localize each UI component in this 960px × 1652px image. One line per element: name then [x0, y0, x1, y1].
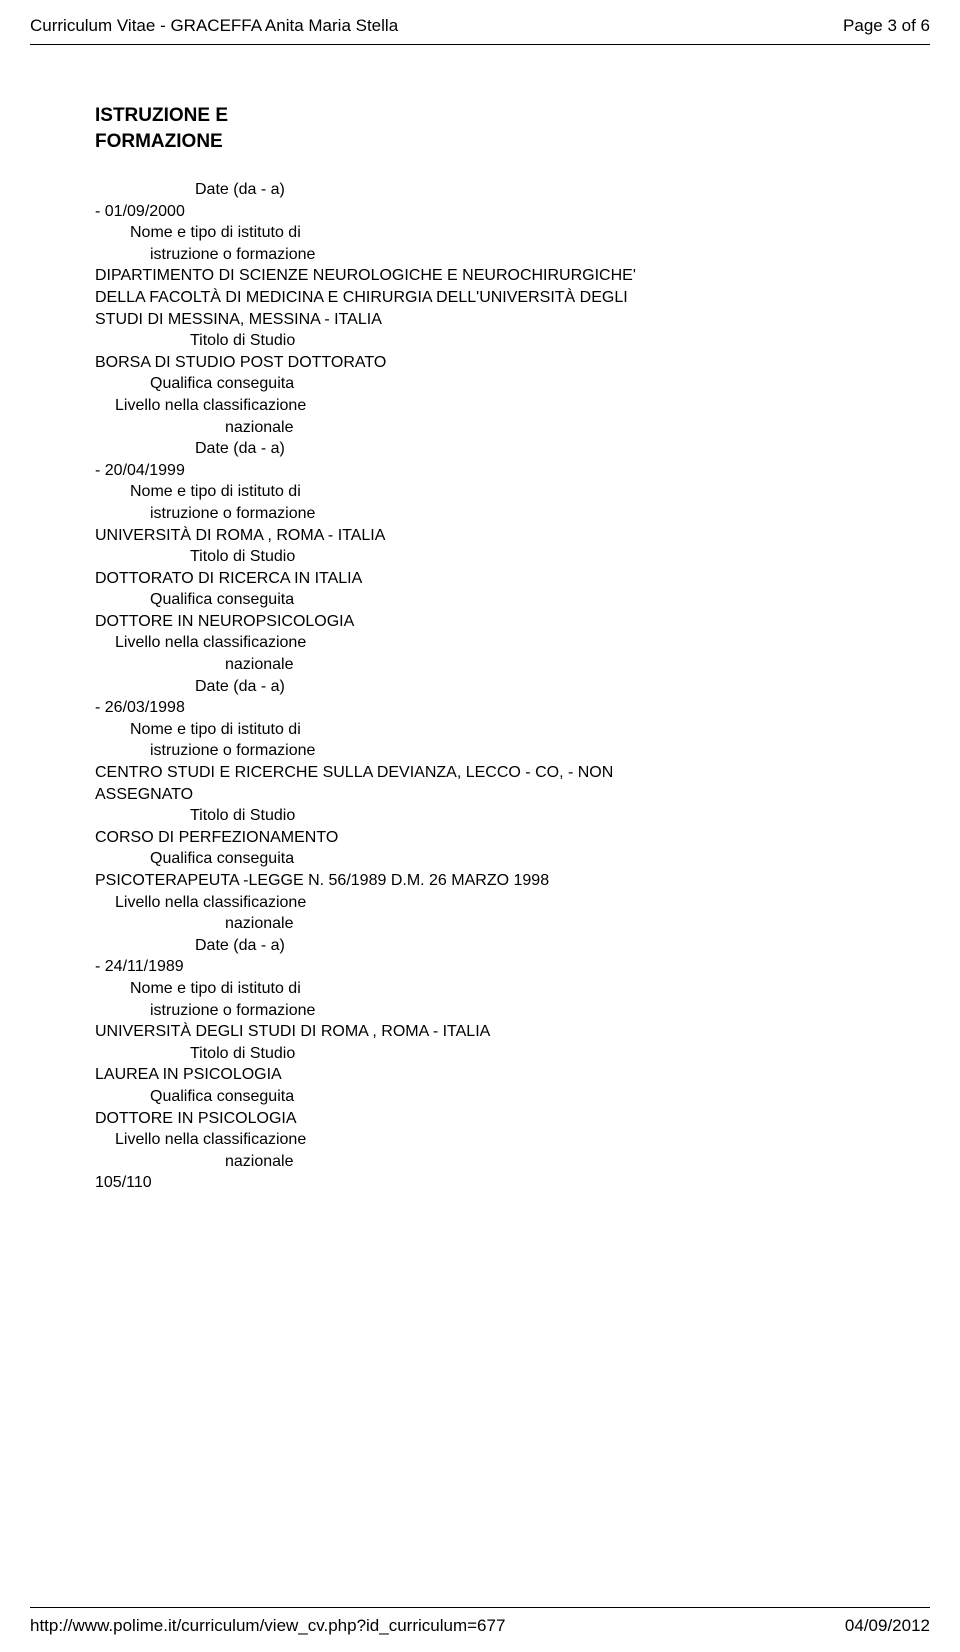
date-label-2: Date (da - a)	[95, 438, 865, 460]
footer-date: 04/09/2012	[845, 1616, 930, 1636]
titolo-label-2: Titolo di Studio	[95, 546, 865, 568]
footer-divider	[30, 1607, 930, 1608]
nazionale-label-3: nazionale	[95, 913, 865, 935]
qualifica-label-3: Qualifica conseguita	[95, 848, 865, 870]
header-page-number: Page 3 of 6	[843, 16, 930, 36]
institution-line2: DELLA FACOLTÀ DI MEDICINA E CHIRURGIA DE…	[95, 287, 865, 309]
livello-label-2: Livello nella classificazione	[95, 632, 865, 654]
institution-4: UNIVERSITÀ DEGLI STUDI DI ROMA , ROMA - …	[95, 1021, 865, 1043]
nazionale-label: nazionale	[95, 417, 865, 439]
livello-label-3: Livello nella classificazione	[95, 892, 865, 914]
date-value: - 01/09/2000	[95, 201, 865, 223]
section-title-line2: FORMAZIONE	[95, 131, 865, 153]
titolo-label: Titolo di Studio	[95, 330, 865, 352]
titolo-value-4: LAUREA IN PSICOLOGIA	[95, 1064, 865, 1086]
header-title: Curriculum Vitae - GRACEFFA Anita Maria …	[30, 16, 398, 36]
qualifica-value-3: PSICOTERAPEUTA -LEGGE N. 56/1989 D.M. 26…	[95, 870, 865, 892]
istruzione-label-2: istruzione o formazione	[95, 503, 865, 525]
istruzione-label: istruzione o formazione	[95, 244, 865, 266]
nome-label-3: Nome e tipo di istituto di	[95, 719, 865, 741]
institution-3-line1: CENTRO STUDI E RICERCHE SULLA DEVIANZA, …	[95, 762, 865, 784]
institution-3-line2: ASSEGNATO	[95, 784, 865, 806]
footer-url: http://www.polime.it/curriculum/view_cv.…	[30, 1616, 505, 1636]
section-title-line1: ISTRUZIONE E	[95, 105, 865, 127]
titolo-value-2: DOTTORATO DI RICERCA IN ITALIA	[95, 568, 865, 590]
institution-line3: STUDI DI MESSINA, MESSINA - ITALIA	[95, 309, 865, 331]
institution-line1: DIPARTIMENTO DI SCIENZE NEUROLOGICHE E N…	[95, 265, 865, 287]
page-footer: http://www.polime.it/curriculum/view_cv.…	[30, 1607, 930, 1636]
istruzione-label-4: istruzione o formazione	[95, 1000, 865, 1022]
livello-label: Livello nella classificazione	[95, 395, 865, 417]
education-entry-1: Date (da - a) - 01/09/2000 Nome e tipo d…	[95, 179, 865, 1194]
section-heading: ISTRUZIONE E FORMAZIONE	[95, 105, 865, 153]
titolo-label-4: Titolo di Studio	[95, 1043, 865, 1065]
nome-label-4: Nome e tipo di istituto di	[95, 978, 865, 1000]
qualifica-value-2: DOTTORE IN NEUROPSICOLOGIA	[95, 611, 865, 633]
date-label: Date (da - a)	[95, 179, 865, 201]
titolo-value: BORSA DI STUDIO POST DOTTORATO	[95, 352, 865, 374]
nazionale-label-4: nazionale	[95, 1151, 865, 1173]
nazionale-label-2: nazionale	[95, 654, 865, 676]
page-header: Curriculum Vitae - GRACEFFA Anita Maria …	[0, 0, 960, 44]
date-value-4: - 24/11/1989	[95, 956, 865, 978]
qualifica-label-2: Qualifica conseguita	[95, 589, 865, 611]
qualifica-label: Qualifica conseguita	[95, 373, 865, 395]
qualifica-label-4: Qualifica conseguita	[95, 1086, 865, 1108]
score-4: 105/110	[95, 1172, 865, 1194]
istruzione-label-3: istruzione o formazione	[95, 740, 865, 762]
qualifica-value-4: DOTTORE IN PSICOLOGIA	[95, 1108, 865, 1130]
titolo-value-3: CORSO DI PERFEZIONAMENTO	[95, 827, 865, 849]
livello-label-4: Livello nella classificazione	[95, 1129, 865, 1151]
content-area: ISTRUZIONE E FORMAZIONE Date (da - a) - …	[0, 45, 960, 1194]
nome-label-2: Nome e tipo di istituto di	[95, 481, 865, 503]
titolo-label-3: Titolo di Studio	[95, 805, 865, 827]
date-label-3: Date (da - a)	[95, 676, 865, 698]
institution-2: UNIVERSITÀ DI ROMA , ROMA - ITALIA	[95, 525, 865, 547]
nome-label: Nome e tipo di istituto di	[95, 222, 865, 244]
date-value-3: - 26/03/1998	[95, 697, 865, 719]
date-label-4: Date (da - a)	[95, 935, 865, 957]
date-value-2: - 20/04/1999	[95, 460, 865, 482]
